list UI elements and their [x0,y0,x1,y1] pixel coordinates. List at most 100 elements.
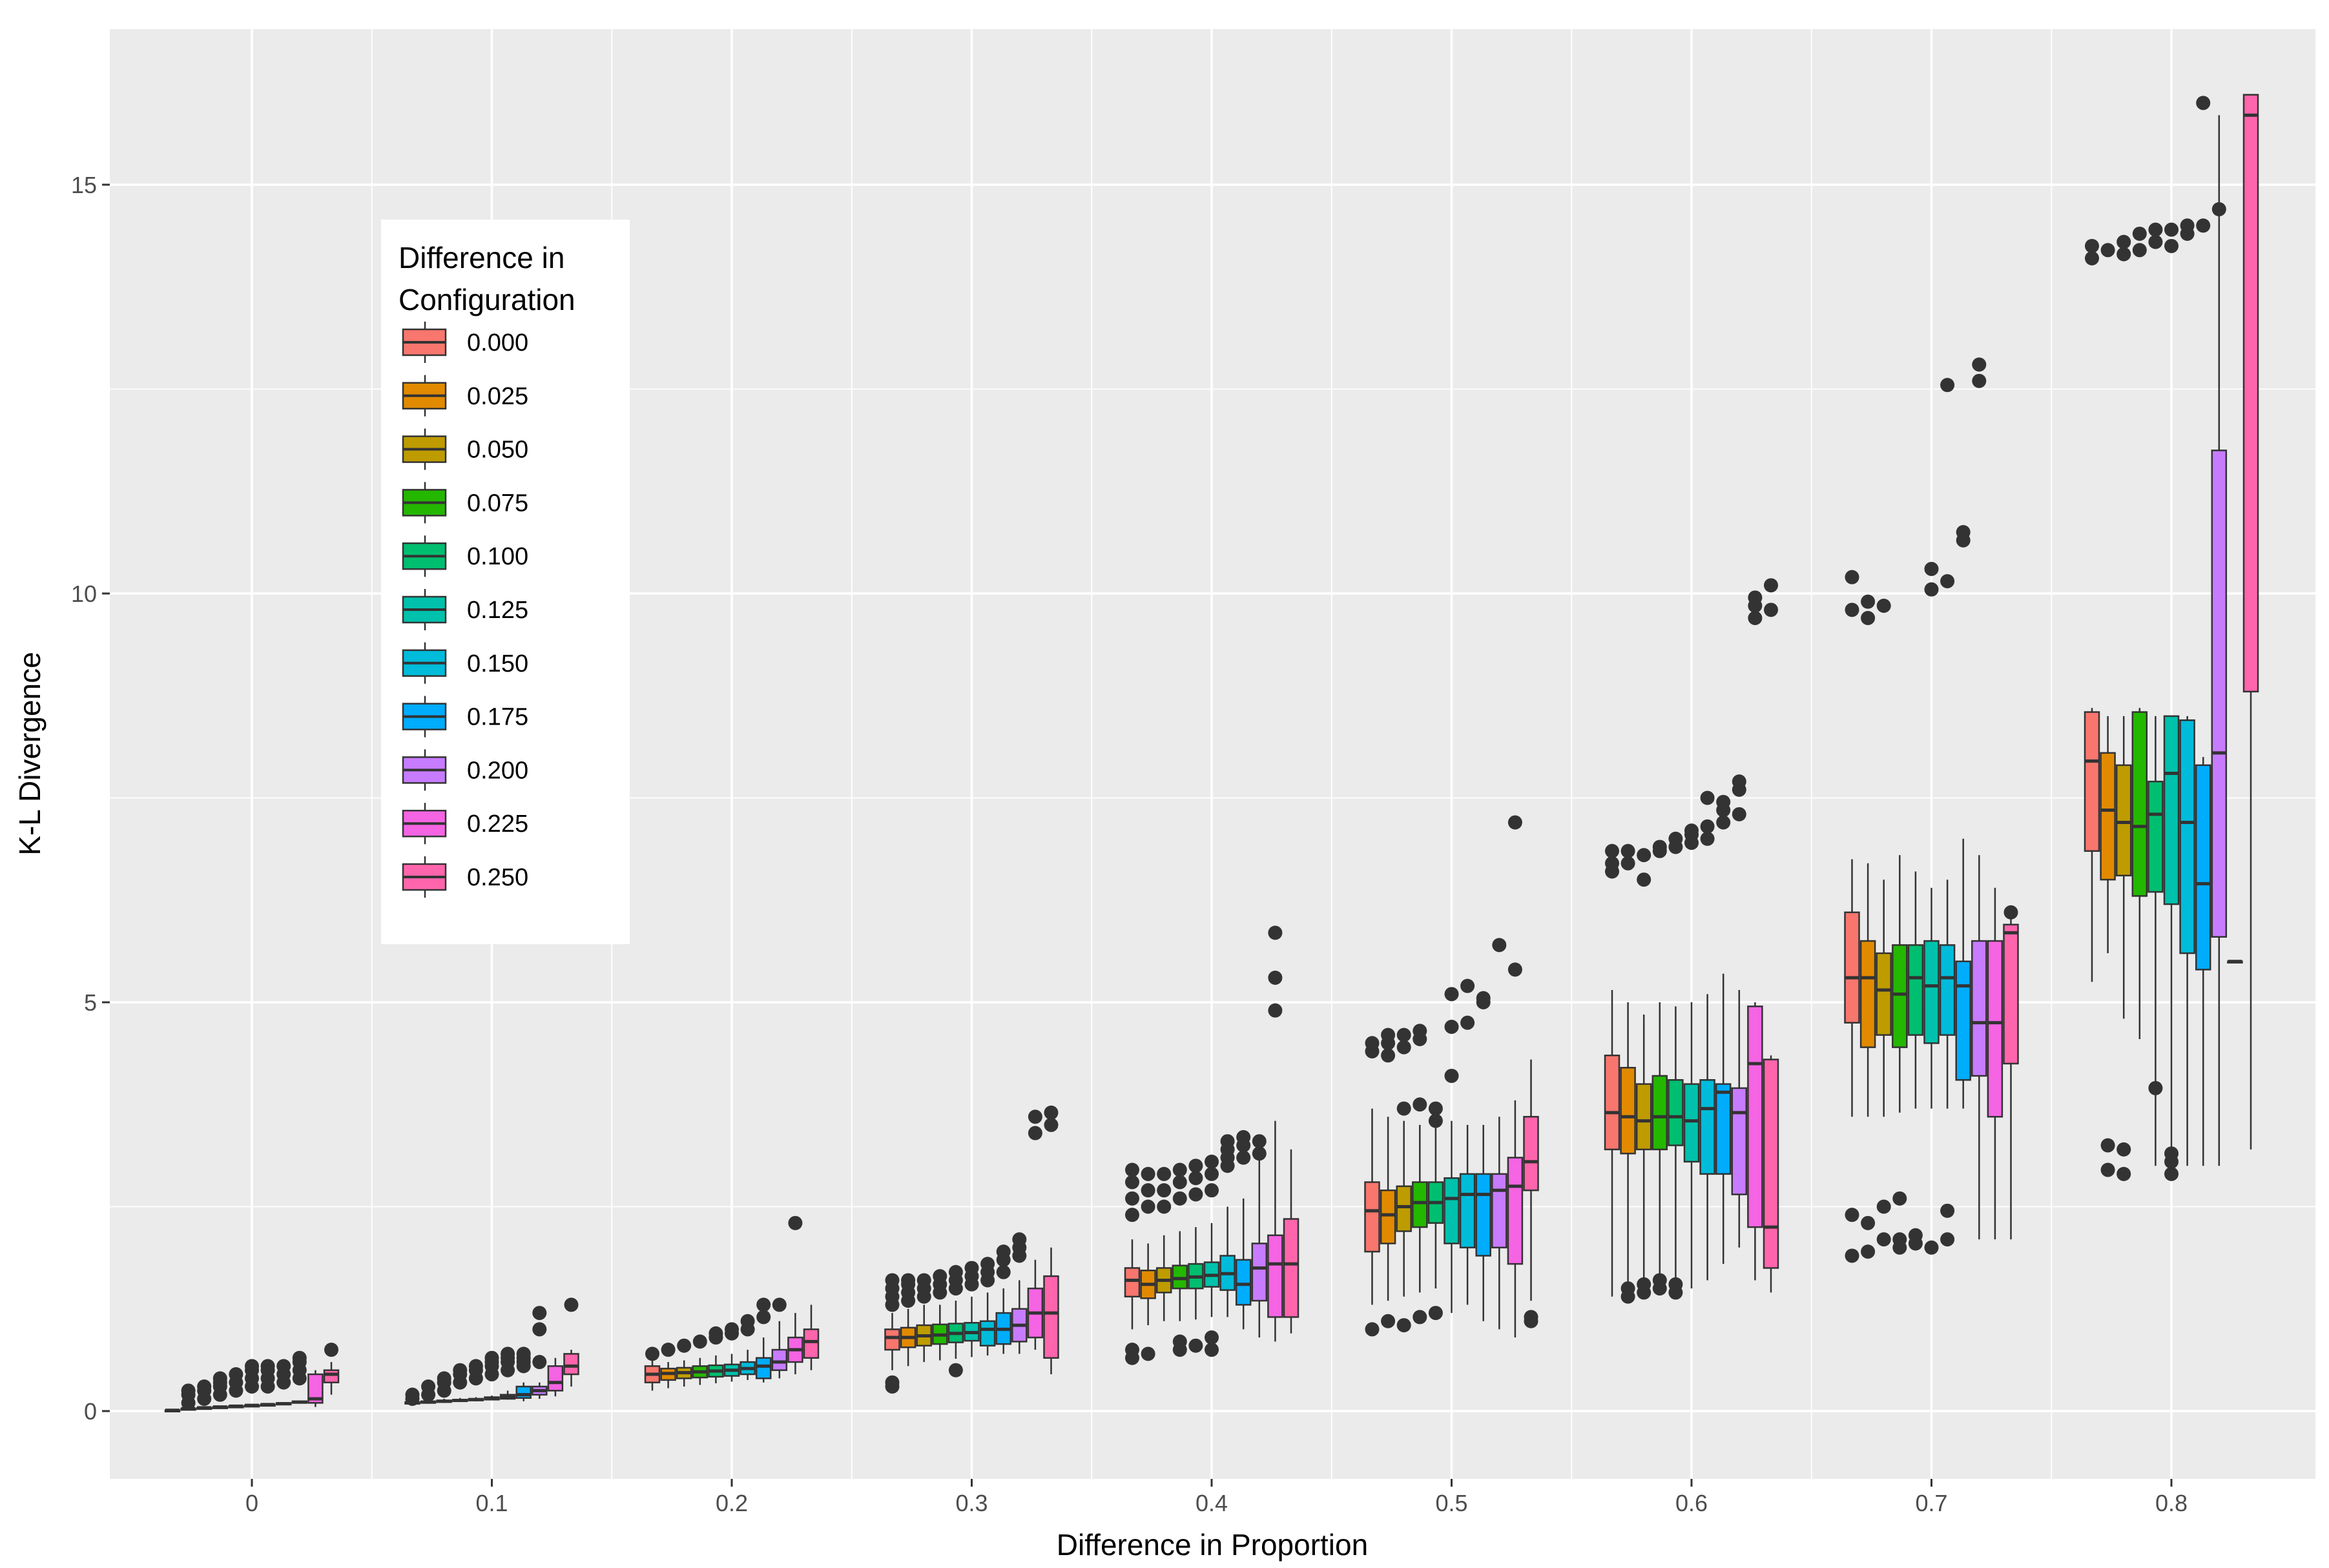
outlier-point [1188,1159,1203,1173]
box-4 [708,1326,724,1383]
box-body [2115,764,2132,877]
outlier-point [1172,1175,1187,1190]
box-body [1267,1234,1283,1318]
outlier-point [1924,1240,1939,1255]
box-6 [1219,1134,1236,1317]
box-3 [1892,855,1908,1255]
legend-label: 0.075 [467,490,528,517]
legend-key: 0.050 [402,428,528,470]
box-body [2084,711,2100,852]
outlier-point [1972,357,1987,372]
box-10 [323,1343,340,1395]
outlier-point [2211,201,2226,216]
outlier-point [1413,1024,1427,1038]
legend: Difference in Configuration 0.0000.0250.… [381,220,630,944]
outlier-point [1732,807,1746,821]
box-3 [1172,1162,1188,1357]
box-6 [1699,790,1715,1281]
outlier-point [933,1269,947,1284]
box-body [1939,944,1956,1036]
box-3 [692,1334,709,1385]
outlier-point [292,1350,307,1365]
outlier-point [772,1297,787,1312]
outlier-point [1845,1248,1859,1263]
outlier-point [1637,1277,1651,1292]
outlier-point [2148,1080,2163,1095]
x-tick-label: 0.3 [955,1490,988,1516]
box-1 [1620,843,1636,1304]
box-3 [2131,226,2148,1039]
legend-key: 0.150 [402,642,528,684]
outlier-point [453,1363,468,1377]
outlier-point [1125,1162,1139,1177]
legend-key: 0.100 [402,535,528,577]
outlier-point [916,1273,931,1288]
outlier-point [1524,1310,1538,1325]
box-5 [723,1322,740,1382]
outlier-point [1205,1183,1219,1198]
outlier-point [2117,1142,2131,1157]
x-tick-label: 0.7 [1915,1490,1947,1516]
outlier-point [1141,1346,1155,1361]
outlier-point [1620,843,1635,858]
box-6 [499,1346,516,1400]
outlier-point [1172,1334,1187,1349]
box-body [1699,1079,1715,1175]
legend-key: 0.025 [402,375,528,417]
outlier-point [2148,222,2163,237]
box-body [884,1328,900,1351]
outlier-point [709,1326,723,1341]
outlier-point [1605,856,1619,871]
box-4 [2148,222,2164,1166]
legend-label: 0.200 [467,757,528,784]
legend-label: 0.175 [467,704,528,731]
outlier-point [2117,247,2131,262]
box-body [1459,1173,1476,1249]
legend-title-line-1: Difference in [399,241,564,274]
box-4 [1668,831,1684,1300]
box-9 [547,1357,564,1397]
outlier-point [1637,848,1651,863]
x-tick-label: 0.5 [1435,1490,1467,1516]
box-body [1380,1189,1396,1244]
outlier-point [1157,1166,1172,1181]
box-3 [1412,1024,1428,1325]
outlier-point [1172,1191,1187,1206]
box-1 [1140,1166,1156,1361]
outlier-point [1668,831,1683,846]
outlier-point [1940,378,1955,393]
box-5 [243,1359,260,1408]
outlier-point [1365,1036,1380,1051]
box-10 [2003,905,2019,1240]
outlier-point [1220,1134,1235,1149]
outlier-point [1620,1281,1635,1296]
outlier-point [2100,1162,2115,1177]
box-4 [1427,1101,1444,1321]
outlier-point [1940,1203,1955,1218]
outlier-point [1044,1105,1059,1120]
outlier-point [405,1387,420,1402]
outlier-point [532,1322,547,1337]
outlier-point [1845,603,1859,617]
box-group [1364,815,1539,1338]
box-group [644,1215,820,1391]
outlier-point [1764,578,1778,593]
outlier-point [1381,1027,1396,1042]
outlier-point [1205,1166,1219,1181]
box-group [1604,578,1779,1304]
outlier-point [948,1363,963,1377]
box-4 [228,1367,244,1408]
outlier-point [1141,1183,1155,1198]
box-4 [947,1264,964,1377]
box-10 [1283,1149,1299,1334]
box-0 [1364,1036,1380,1337]
outlier-point [1924,582,1939,597]
box-1 [2100,243,2116,1177]
outlier-point [1476,991,1491,1006]
box-body [1396,1185,1412,1232]
box-body [1283,1218,1299,1318]
box-8 [1491,938,1507,1330]
outlier-point [1444,1068,1459,1083]
outlier-point [245,1359,259,1374]
box-body [1412,1181,1428,1228]
